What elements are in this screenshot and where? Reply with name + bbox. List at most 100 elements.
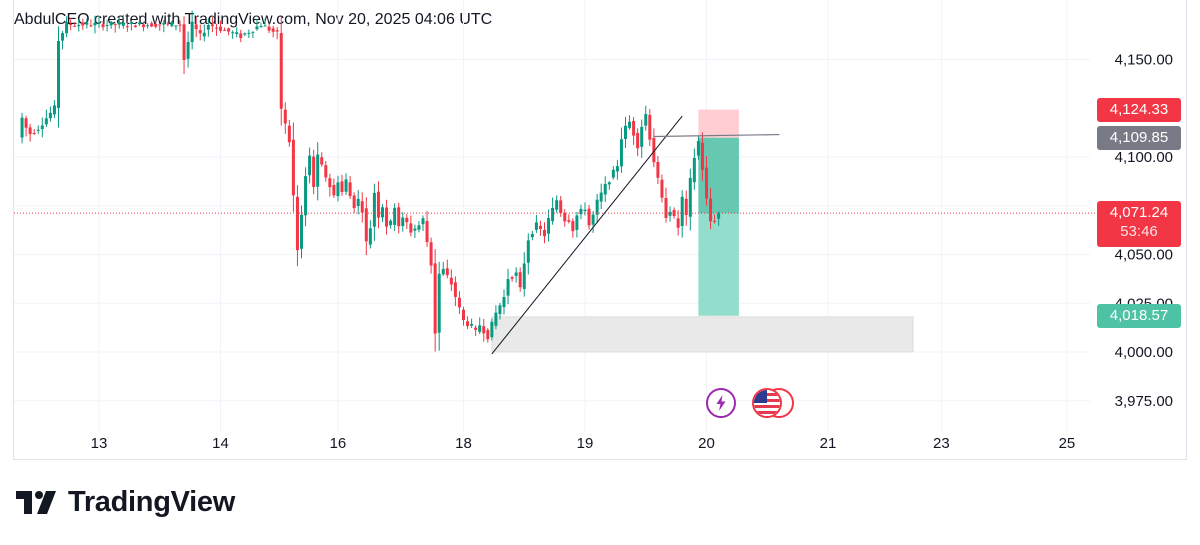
candle: [599, 183, 603, 209]
candle-body: [77, 24, 81, 27]
candle-body: [696, 140, 700, 156]
candle: [328, 173, 332, 197]
us-flag-icon[interactable]: [752, 388, 782, 418]
candle: [247, 29, 251, 38]
x-axis[interactable]: 13 14 16 18 19 20 21 23 25: [91, 435, 1076, 452]
x-tick-label: 14: [212, 435, 229, 452]
candle-body: [462, 309, 465, 321]
candle: [522, 252, 526, 297]
candle: [69, 17, 73, 31]
entry-price-tag[interactable]: 4,109.85: [1097, 125, 1181, 150]
candle-body: [69, 23, 73, 25]
bar-countdown: 53:46: [1120, 223, 1158, 241]
price-chart[interactable]: 4,150.00 4,100.00 4,050.00 4,000.00 3,975.00…: [0, 0, 1200, 460]
candle-body: [178, 24, 182, 26]
grid-lines: [14, 0, 1090, 432]
candle-body: [101, 24, 105, 28]
candle-body: [409, 223, 413, 233]
candle-body: [453, 282, 457, 297]
candle-body: [486, 329, 490, 340]
candle-body: [308, 155, 312, 176]
candle-body: [227, 28, 231, 32]
candle: [684, 190, 688, 226]
candle-body: [441, 268, 445, 275]
y-tick-label: 4,100.00: [1115, 149, 1173, 166]
candle-body: [283, 109, 287, 124]
candle: [146, 23, 150, 29]
candle: [429, 237, 433, 274]
candle: [52, 100, 56, 119]
candle: [109, 20, 113, 29]
candle: [304, 167, 308, 227]
candle-body: [223, 29, 227, 31]
candle: [308, 147, 312, 184]
candle: [575, 211, 579, 238]
candle-body: [457, 297, 461, 308]
candle: [255, 18, 259, 31]
candle-body: [490, 321, 494, 338]
candle: [494, 305, 498, 330]
candle: [624, 116, 627, 148]
candle: [138, 15, 141, 26]
candle-body: [717, 213, 721, 219]
candle-body: [506, 279, 510, 296]
candle: [85, 18, 89, 29]
candle-body: [510, 277, 514, 279]
candle: [101, 21, 105, 31]
candle-body: [709, 198, 713, 222]
candle-body: [680, 196, 684, 227]
candle-body: [547, 217, 551, 234]
candles: [20, 10, 721, 352]
candle: [300, 205, 303, 259]
tradingview-logo[interactable]: TradingView: [16, 486, 235, 519]
y-axis[interactable]: 4,150.00 4,100.00 4,050.00 4,000.00 3,975.00…: [1115, 52, 1173, 410]
candle-body: [413, 228, 417, 231]
drawings[interactable]: [491, 109, 914, 353]
candle-body: [470, 323, 474, 326]
candle-body: [534, 222, 538, 230]
current-price-tag[interactable]: 4,071.24 53:46: [1097, 201, 1181, 248]
candle: [474, 325, 478, 336]
target-price-tag[interactable]: 4,018.57: [1097, 303, 1181, 328]
candle-body: [656, 161, 660, 178]
candle-body: [125, 26, 129, 28]
candle-body: [421, 218, 425, 225]
candle: [543, 222, 546, 244]
candle: [316, 142, 320, 201]
candle: [668, 206, 672, 222]
candle-body: [85, 22, 89, 25]
candle: [462, 306, 465, 326]
candle: [648, 109, 652, 147]
candle-body: [595, 199, 599, 215]
candle-body: [543, 229, 546, 237]
candle-body: [372, 192, 376, 227]
stop-price-tag[interactable]: 4,124.33: [1097, 97, 1181, 122]
candle: [133, 24, 137, 28]
candle-body: [340, 181, 344, 192]
flash-icon[interactable]: [706, 388, 736, 418]
candle: [214, 23, 218, 36]
candle-body: [170, 22, 174, 27]
candle-body: [393, 207, 397, 225]
candle: [20, 112, 24, 144]
candle: [401, 212, 405, 232]
candle: [117, 17, 121, 29]
candle-body: [615, 166, 619, 172]
candle: [607, 181, 611, 190]
candle: [142, 21, 146, 32]
candle-body: [664, 198, 668, 218]
trend-line: [491, 115, 683, 355]
tradingview-wordmark: TradingView: [68, 486, 235, 518]
candle: [571, 218, 575, 238]
candle: [28, 123, 32, 142]
support-zone: [491, 316, 914, 353]
candle: [364, 197, 368, 256]
candle: [457, 291, 461, 314]
overlays[interactable]: [14, 115, 1098, 355]
candle-body: [263, 25, 267, 27]
candle-body: [255, 26, 259, 30]
candle: [381, 204, 384, 222]
candle-body: [494, 312, 498, 326]
candle: [425, 210, 429, 247]
candle-body: [206, 25, 210, 30]
